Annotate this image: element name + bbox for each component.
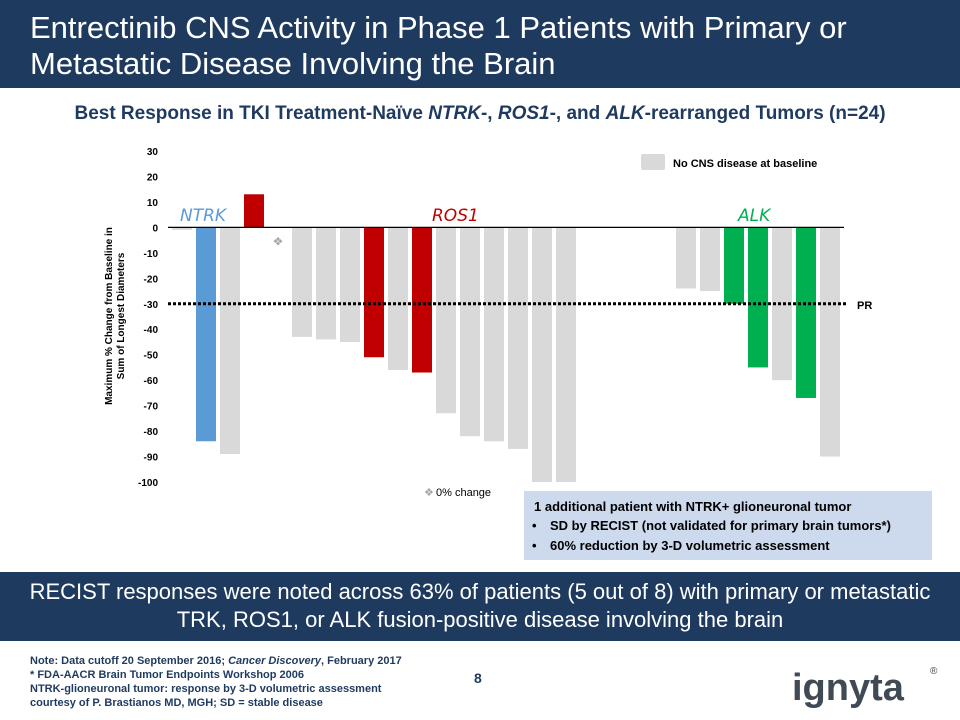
bar (820, 227, 840, 457)
footnote-line: Note: Data cutoff 20 September 2016; Can… (30, 654, 470, 668)
y-tick-label: -50 (144, 351, 159, 362)
pr-label: PR (857, 300, 872, 312)
y-tick-label: -60 (144, 376, 159, 387)
subtitle-part: -, and (549, 103, 606, 124)
y-tick-label: -20 (144, 274, 159, 285)
y-tick-label: -80 (144, 427, 159, 438)
subtitle-part: -rearranged Tumors (n=24) (644, 103, 886, 124)
y-tick-label: 0 (152, 223, 158, 234)
bar (676, 227, 696, 289)
group-label-ros1: ROS1 (432, 206, 479, 226)
marker-legend-symbol: ❖ (424, 487, 434, 499)
bar (796, 227, 816, 398)
y-tick-label: 30 (147, 147, 159, 158)
group-label-ntrk: NTRK (180, 206, 228, 226)
subtitle-alk: ALK (605, 103, 645, 124)
bar (460, 227, 480, 437)
y-axis-label: Maximum % Change from Baseline inSum of … (104, 227, 127, 405)
bar (556, 227, 576, 482)
bar (724, 227, 744, 304)
subtitle-ntrk: NTRK (428, 103, 481, 124)
bar (748, 227, 768, 368)
footnote-line: courtesy of P. Brastianos MD, MGH; SD = … (30, 697, 323, 709)
footnotes: Note: Data cutoff 20 September 2016; Can… (30, 654, 470, 710)
footnote-part: , February 2017 (321, 655, 402, 667)
logo-text: ignyta (792, 667, 905, 709)
annotation-bullet: • 60% reduction by 3-D volumetric assessm… (532, 538, 830, 553)
footnote-journal: Cancer Discovery (228, 655, 322, 667)
y-tick-label: -90 (144, 453, 159, 464)
bar (172, 227, 192, 230)
bar (316, 227, 336, 340)
group-label-alk: ALK (737, 206, 772, 226)
annotation-box: 1 additional patient with NTRK+ glioneur… (524, 491, 932, 560)
footnote-part: Note: Data cutoff 20 September 2016; (30, 655, 229, 667)
legend-swatch (641, 154, 665, 170)
bar (436, 227, 456, 414)
bar (196, 227, 216, 442)
bar (484, 227, 504, 442)
bar (700, 227, 720, 292)
waterfall-chart: 30 20 10 0 -10 -20 -30 -40 -50 -60 -70 -80 -90 -100 Ma… (104, 147, 872, 499)
annotation-bullet-text: 60% reduction by 3-D volumetric assessme… (550, 538, 830, 553)
bar (220, 227, 240, 454)
subtitle-ros1: ROS1 (497, 103, 550, 124)
annotation-head: 1 additional patient with NTRK+ glioneur… (534, 499, 852, 514)
logo-registered-mark: ® (930, 666, 938, 677)
bar (364, 227, 384, 358)
annotation-bullet: • SD by RECIST (not validated for primary… (532, 518, 891, 533)
bar (292, 227, 312, 337)
y-tick-label: -100 (138, 478, 158, 489)
y-tick-label: -70 (144, 402, 159, 413)
summary-text: RECIST responses were noted across 63% o… (29, 579, 931, 632)
summary-bar: RECIST responses were noted across 63% o… (0, 572, 960, 641)
bar (412, 227, 432, 373)
slide-title: Entrectinib CNS Activity in Phase 1 Pati… (30, 10, 847, 81)
y-tick-label: 20 (147, 172, 159, 183)
bar (772, 227, 792, 381)
legend-label: No CNS disease at baseline (673, 158, 817, 170)
y-tick-label: -10 (144, 249, 159, 260)
annotation-bullet-text: SD by RECIST (not validated for primary … (550, 518, 891, 533)
bar (244, 194, 264, 228)
bar (340, 227, 360, 342)
page-number: 8 (474, 670, 482, 686)
marker-legend-label: 0% change (436, 487, 491, 499)
footnote-line: NTRK-glioneuronal tumor: response by 3-D… (30, 683, 382, 695)
bar (508, 227, 528, 449)
subtitle-part: Best Response in TKI Treatment-Naïve (74, 103, 429, 124)
bar (388, 227, 408, 370)
ignyta-logo: ignyta ® (792, 666, 938, 709)
bar (532, 227, 552, 482)
y-tick-label: 10 (147, 198, 159, 209)
annotation-list: • SD by RECIST (not validated for primary… (532, 516, 891, 556)
y-tick-label: -30 (144, 300, 159, 311)
footnote-line: * FDA-AACR Brain Tumor Endpoints Worksho… (30, 669, 305, 681)
subtitle-part: -, (480, 103, 498, 124)
title-bar: Entrectinib CNS Activity in Phase 1 Pati… (0, 0, 960, 88)
zero-change-marker: ❖ (273, 234, 284, 248)
y-tick-label: -40 (144, 325, 159, 336)
chart-subtitle: Best Response in TKI Treatment-Naïve NTR… (20, 101, 940, 127)
